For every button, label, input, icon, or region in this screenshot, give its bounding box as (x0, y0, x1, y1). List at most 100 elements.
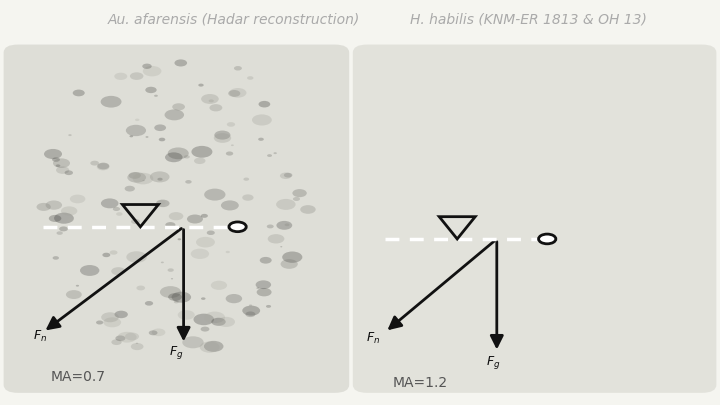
Circle shape (204, 341, 223, 352)
Circle shape (280, 173, 292, 179)
Circle shape (44, 149, 62, 159)
Circle shape (145, 87, 157, 93)
Circle shape (284, 173, 292, 177)
Circle shape (282, 252, 302, 263)
Circle shape (109, 250, 117, 255)
Circle shape (66, 290, 82, 299)
Circle shape (132, 173, 153, 184)
Circle shape (76, 285, 79, 287)
Circle shape (158, 138, 166, 141)
Circle shape (267, 154, 272, 157)
Circle shape (196, 237, 215, 247)
Circle shape (126, 251, 147, 263)
Circle shape (135, 119, 140, 121)
Circle shape (225, 251, 230, 253)
Circle shape (90, 161, 99, 166)
Circle shape (125, 333, 139, 341)
Circle shape (256, 280, 271, 289)
Text: MA=0.7: MA=0.7 (50, 370, 105, 384)
Circle shape (201, 297, 205, 300)
Circle shape (117, 332, 137, 343)
Circle shape (168, 268, 174, 272)
Text: $F_g$: $F_g$ (169, 344, 184, 361)
Circle shape (217, 317, 235, 327)
Circle shape (258, 101, 270, 107)
Circle shape (168, 293, 182, 301)
Circle shape (229, 222, 246, 232)
Circle shape (37, 203, 51, 211)
Circle shape (115, 335, 125, 341)
Text: Au. afarensis (Hadar reconstruction): Au. afarensis (Hadar reconstruction) (108, 12, 360, 26)
Circle shape (45, 200, 62, 210)
Circle shape (281, 259, 298, 269)
Text: $F_n$: $F_n$ (32, 328, 47, 344)
Circle shape (204, 189, 225, 200)
Circle shape (185, 180, 192, 183)
FancyBboxPatch shape (353, 45, 716, 393)
Circle shape (131, 219, 140, 224)
Text: H. habilis (KNM-ER 1813 & OH 13): H. habilis (KNM-ER 1813 & OH 13) (410, 12, 647, 26)
Circle shape (127, 172, 146, 183)
Circle shape (201, 94, 219, 104)
FancyBboxPatch shape (4, 45, 349, 393)
Circle shape (226, 151, 233, 156)
Circle shape (53, 158, 70, 168)
Circle shape (53, 256, 59, 260)
Circle shape (192, 146, 212, 158)
Circle shape (136, 286, 145, 290)
Circle shape (234, 66, 242, 70)
Circle shape (73, 90, 85, 96)
Circle shape (96, 163, 109, 171)
Circle shape (211, 318, 225, 326)
Circle shape (125, 186, 135, 192)
Circle shape (171, 278, 173, 279)
Circle shape (61, 207, 77, 215)
Circle shape (211, 281, 227, 290)
Circle shape (266, 305, 271, 308)
Circle shape (172, 103, 185, 111)
Circle shape (221, 200, 239, 211)
Circle shape (227, 122, 235, 127)
Circle shape (246, 311, 256, 317)
Circle shape (292, 189, 307, 197)
Circle shape (152, 328, 166, 336)
Circle shape (174, 301, 179, 303)
Circle shape (65, 171, 73, 175)
Circle shape (174, 60, 187, 66)
Circle shape (280, 246, 282, 247)
Circle shape (256, 287, 259, 289)
Circle shape (204, 311, 225, 323)
Circle shape (101, 96, 122, 108)
Circle shape (194, 158, 205, 164)
Circle shape (54, 213, 74, 224)
Circle shape (274, 152, 277, 154)
Circle shape (201, 214, 208, 218)
Circle shape (215, 130, 230, 140)
Circle shape (168, 212, 184, 220)
Circle shape (249, 305, 252, 306)
Circle shape (168, 147, 189, 159)
Circle shape (191, 249, 209, 259)
Circle shape (198, 83, 204, 87)
Circle shape (165, 152, 183, 162)
Circle shape (97, 163, 109, 169)
Circle shape (101, 198, 119, 208)
Circle shape (209, 99, 214, 102)
Circle shape (242, 194, 253, 201)
Circle shape (56, 166, 69, 174)
Circle shape (80, 265, 99, 276)
Circle shape (116, 212, 122, 216)
Circle shape (59, 226, 68, 231)
Circle shape (539, 234, 556, 244)
Circle shape (143, 66, 161, 77)
Circle shape (207, 230, 215, 235)
Circle shape (165, 109, 184, 120)
Circle shape (178, 310, 195, 320)
Circle shape (145, 301, 153, 306)
Circle shape (149, 330, 158, 335)
Circle shape (55, 164, 60, 167)
Circle shape (229, 88, 246, 98)
Circle shape (252, 114, 272, 126)
Circle shape (231, 145, 234, 146)
Circle shape (247, 76, 253, 80)
